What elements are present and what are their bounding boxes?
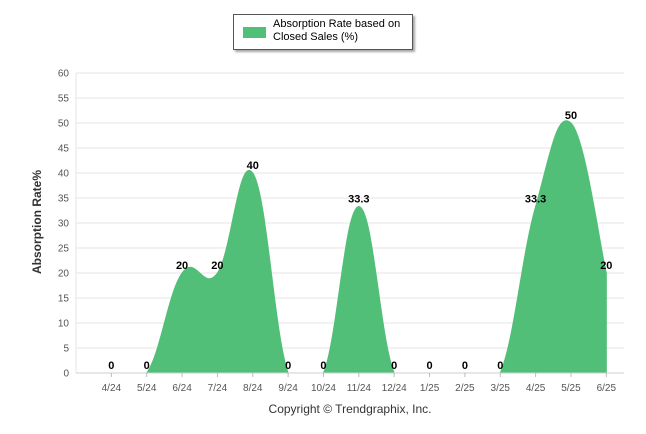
legend-label-line2: Closed Sales (%) (273, 31, 358, 43)
x-tick-label: 2/25 (455, 383, 475, 394)
data-labels: 0 0 20 20 40 0 0 33.3 0 0 0 0 33.3 50 20 (108, 110, 612, 372)
y-tick-label: 10 (58, 319, 70, 330)
x-tick-label: 1/25 (420, 383, 440, 394)
x-tick-label: 5/25 (561, 383, 581, 394)
data-label: 33.3 (348, 194, 369, 206)
data-label: 0 (391, 360, 397, 372)
copyright-text: Copyright © Trendgraphix, Inc. (268, 402, 432, 416)
x-tick-label: 9/24 (278, 383, 298, 394)
x-tick-label: 5/24 (137, 383, 157, 394)
y-tick-label: 55 (58, 94, 70, 105)
x-tick-label: 6/25 (597, 383, 617, 394)
x-tick-label: 10/24 (311, 383, 336, 394)
x-tick-label: 8/24 (243, 383, 263, 394)
data-label: 0 (320, 360, 326, 372)
data-label: 33.3 (525, 194, 546, 206)
y-tick-label: 60 (58, 69, 70, 80)
x-tick-label: 3/25 (491, 383, 511, 394)
data-label: 0 (497, 360, 503, 372)
y-tick-label: 0 (63, 369, 69, 380)
data-label: 40 (247, 160, 259, 172)
data-label: 0 (144, 360, 150, 372)
data-label: 0 (285, 360, 291, 372)
y-tick-label: 30 (58, 219, 70, 230)
y-tick-label: 50 (58, 119, 70, 130)
y-tick-label: 35 (58, 194, 70, 205)
data-label: 20 (600, 260, 612, 272)
x-tick-label: 4/24 (102, 383, 122, 394)
x-tick-label: 6/24 (172, 383, 192, 394)
y-tick-label: 5 (63, 344, 69, 355)
y-tick-label: 40 (58, 169, 70, 180)
legend: Absorption Rate based on Closed Sales (%… (233, 14, 413, 50)
x-tick-label: 11/24 (347, 383, 372, 394)
legend-swatch (243, 27, 266, 38)
area-series (111, 120, 607, 374)
x-tick-label: 4/25 (526, 383, 546, 394)
legend-label: Absorption Rate based on Closed Sales (%… (273, 18, 409, 44)
axes: 0 5 10 15 20 25 30 35 40 45 50 55 60 4/24 5/24 6/24 7/24… (58, 69, 624, 394)
x-tick-label: 7/24 (208, 383, 228, 394)
x-tick-label: 12/24 (382, 383, 407, 394)
area-series-path (111, 120, 607, 374)
data-label: 20 (211, 260, 223, 272)
data-label: 50 (565, 110, 577, 122)
y-axis-title: Absorption Rate% (30, 170, 44, 274)
y-tick-label: 15 (58, 294, 70, 305)
y-tick-label: 25 (58, 244, 70, 255)
data-label: 0 (426, 360, 432, 372)
data-label: 0 (462, 360, 468, 372)
y-tick-label: 20 (58, 269, 70, 280)
data-label: 20 (176, 260, 188, 272)
data-label: 0 (108, 360, 114, 372)
y-tick-label: 45 (58, 144, 70, 155)
legend-label-line1: Absorption Rate based on (273, 18, 401, 30)
